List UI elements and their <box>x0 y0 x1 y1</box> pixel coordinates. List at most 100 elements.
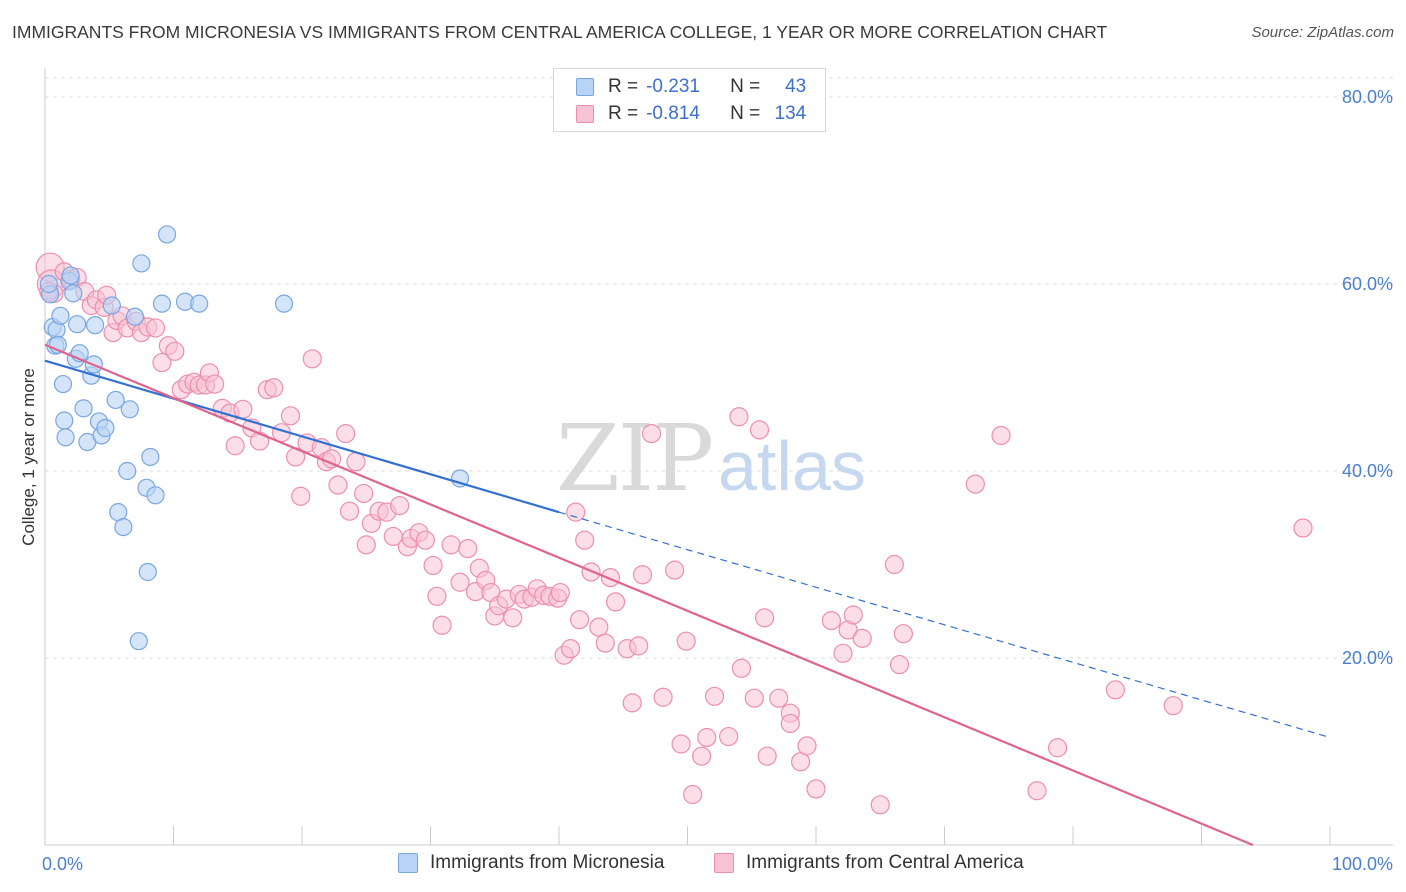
y-tick-label: 20.0% <box>1342 648 1393 668</box>
point-central-america <box>629 636 649 656</box>
point-central-america <box>423 555 443 576</box>
point-central-america <box>622 693 642 713</box>
legend-item-micronesia: Immigrants from Micronesia <box>398 852 664 874</box>
trend-line-micronesia-extension <box>558 511 1331 739</box>
x-tick-label-min: 0.0% <box>42 854 83 874</box>
point-central-america <box>744 688 764 708</box>
point-micronesia <box>152 294 172 313</box>
x-tick-label-max: 100.0% <box>1332 854 1393 874</box>
legend-label-central-america: Immigrants from Central America <box>746 852 1024 873</box>
point-central-america <box>595 633 615 653</box>
point-micronesia <box>129 632 148 651</box>
point-central-america <box>797 736 817 756</box>
point-central-america <box>280 406 301 426</box>
point-micronesia <box>74 399 93 418</box>
point-micronesia <box>51 306 70 325</box>
y-tick-label: 80.0% <box>1342 87 1393 107</box>
series-micronesia-points <box>39 225 470 651</box>
point-micronesia <box>190 294 209 313</box>
point-central-america <box>441 535 461 555</box>
point-central-america <box>683 784 703 805</box>
point-central-america <box>731 658 752 678</box>
point-central-america <box>641 424 662 444</box>
legend-r-value-blue: -0.231 <box>646 76 700 97</box>
legend-row-central-america: R = -0.814 N = 134 <box>576 102 806 126</box>
y-tick-label: 40.0% <box>1342 461 1393 481</box>
point-central-america <box>291 486 311 506</box>
point-micronesia <box>68 315 87 334</box>
legend-label-micronesia: Immigrants from Micronesia <box>430 852 665 873</box>
point-micronesia <box>274 294 294 313</box>
point-central-america <box>893 624 913 644</box>
point-micronesia <box>125 307 145 326</box>
point-central-america <box>427 586 447 606</box>
point-central-america <box>302 349 322 369</box>
chart-title: IMMIGRANTS FROM MICRONESIA VS IMMIGRANTS… <box>12 22 1108 42</box>
trend-line-micronesia <box>44 359 560 514</box>
point-central-america <box>354 483 374 504</box>
legend-row-micronesia: R = -0.231 N = 43 <box>576 75 806 99</box>
legend-n-value-blue: 43 <box>785 76 807 97</box>
point-central-america <box>749 420 770 440</box>
point-micronesia <box>96 418 115 438</box>
point-central-america <box>1027 781 1047 801</box>
point-central-america <box>821 610 842 631</box>
point-central-america <box>719 726 739 747</box>
point-central-america <box>1293 518 1313 538</box>
grid-lines <box>45 77 1393 659</box>
point-central-america <box>653 687 673 707</box>
point-central-america <box>152 352 172 373</box>
point-micronesia <box>157 225 177 244</box>
point-central-america <box>605 592 626 612</box>
legend-n-label: N = <box>730 103 761 124</box>
point-central-america <box>697 727 717 748</box>
point-central-america <box>569 610 590 630</box>
legend-swatch-blue <box>576 78 594 96</box>
legend-r-label: R = <box>608 76 639 97</box>
point-central-america <box>729 407 749 427</box>
legend-n-value-pink: 134 <box>774 103 807 124</box>
point-micronesia <box>55 411 74 430</box>
point-central-america <box>1163 696 1183 716</box>
point-micronesia <box>138 562 157 582</box>
y-axis-label: College, 1 year or more <box>19 368 38 546</box>
point-central-america <box>328 475 348 495</box>
point-micronesia <box>86 316 105 335</box>
legend-r-label: R = <box>608 103 639 124</box>
point-central-america <box>843 605 863 625</box>
legend-item-central-america: Immigrants from Central America <box>714 852 1024 874</box>
point-micronesia <box>120 400 139 419</box>
point-micronesia <box>61 266 80 285</box>
source-label: Source: ZipAtlas.com <box>1251 24 1394 41</box>
point-central-america <box>432 615 452 635</box>
point-central-america <box>769 688 789 708</box>
point-central-america <box>671 734 691 754</box>
point-central-america <box>264 378 284 398</box>
point-central-america <box>356 535 376 555</box>
point-micronesia <box>56 428 75 447</box>
legend-swatch-micronesia <box>398 853 418 873</box>
point-central-america <box>632 565 653 585</box>
point-central-america <box>806 779 826 799</box>
point-central-america <box>205 374 225 394</box>
point-central-america <box>965 474 985 494</box>
y-tick-label: 60.0% <box>1342 274 1393 294</box>
point-central-america <box>852 628 872 648</box>
point-central-america <box>165 341 185 361</box>
point-micronesia <box>118 461 137 481</box>
point-central-america <box>336 424 356 444</box>
point-central-america <box>757 746 777 766</box>
point-central-america <box>450 572 470 592</box>
point-micronesia <box>132 254 151 273</box>
point-micronesia <box>64 284 83 303</box>
point-central-america <box>550 582 570 603</box>
point-central-america <box>676 631 696 651</box>
legend-swatch-central-america <box>714 853 734 873</box>
point-micronesia <box>146 486 165 505</box>
series-central-america-points <box>35 252 1313 815</box>
point-central-america <box>780 713 800 734</box>
point-central-america <box>560 639 581 659</box>
point-central-america <box>600 567 621 588</box>
watermark-atlas: atlas <box>718 427 866 505</box>
